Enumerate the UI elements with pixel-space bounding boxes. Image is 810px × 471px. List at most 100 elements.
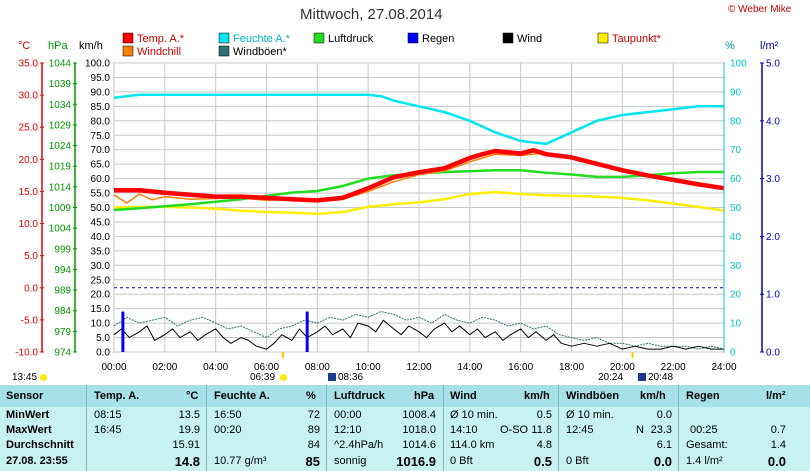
gust-r4-label: 0 Bft — [566, 455, 589, 467]
header-gust: Windböen — [566, 390, 620, 402]
gust-r2-direction: N — [636, 424, 644, 436]
temp-tick-label: -10.0 — [15, 348, 38, 359]
legend-swatch — [218, 45, 230, 57]
x-tick-label: 24:00 — [711, 362, 736, 373]
temp-max: 19.9 — [178, 424, 200, 436]
moonrise-time: 08:36 — [338, 372, 364, 383]
wind-tick-label: 90.0 — [91, 87, 111, 98]
wind-tick-label: 10.0 — [91, 319, 111, 330]
rain-current: 0.0 — [767, 454, 786, 469]
pressure-tick-label: 1014 — [49, 182, 72, 193]
header-pressure: Luftdruck — [334, 390, 385, 402]
pressure-tick-label: 1009 — [49, 203, 72, 214]
legend-item: Windböen* — [233, 46, 288, 58]
legend-item: Windchill — [137, 46, 181, 58]
rain-tick-label: 3.0 — [766, 174, 780, 185]
pressure-tick-label: 1019 — [49, 162, 72, 173]
header-sensor: Sensor — [6, 390, 44, 402]
temp-tick-label: 30.0 — [19, 91, 39, 102]
legend-swatch — [313, 32, 325, 44]
press-max-time: 12:10 — [334, 424, 362, 436]
wind-tick-label: 40.0 — [91, 232, 111, 243]
weather-chart: 100.095.090.085.080.075.070.065.060.055.… — [15, 32, 780, 373]
rain-r3-label: Gesamt: — [686, 439, 728, 451]
x-tick-label: 20:00 — [610, 362, 635, 373]
temp-tick-label: 35.0 — [19, 59, 39, 70]
x-tick-label: 16:00 — [508, 362, 533, 373]
press-forecast: sonnig — [334, 455, 367, 467]
legend-item: Taupunkt* — [612, 33, 662, 45]
sun-icon — [40, 374, 47, 381]
gust-r1-label: Ø 10 min. — [566, 409, 614, 421]
row-current-label: 27.08. 23:55 — [6, 455, 68, 467]
legend-swatch — [407, 32, 419, 44]
humidity-tick-label: 60 — [730, 174, 742, 185]
press-trend: ^2.4hPa/h — [334, 439, 384, 451]
rain-bar — [121, 311, 125, 352]
hum-avg: 84 — [307, 439, 320, 451]
temp-min: 13.5 — [178, 409, 200, 421]
hum-current: 85 — [305, 454, 320, 469]
row-avg-label: Durchschnitt — [6, 439, 74, 451]
gust-r2-label: 12:45 — [566, 424, 594, 436]
legend-swatch — [122, 32, 134, 44]
legend-item: Temp. A.* — [137, 33, 185, 45]
header-temp-unit: °C — [186, 390, 199, 402]
x-tick-label: 02:00 — [152, 362, 177, 373]
series-line — [114, 148, 725, 203]
x-tick-label: 10:00 — [356, 362, 381, 373]
wind-r3: 4.8 — [536, 439, 552, 451]
gust-r1: 0.0 — [656, 409, 672, 421]
header-temp: Temp. A. — [94, 390, 140, 402]
humidity-tick-label: 10 — [730, 319, 742, 330]
rain-r4-label: 1.4 l/m² — [686, 455, 723, 467]
wind-axis-unit: km/h — [79, 40, 103, 52]
pressure-tick-label: 1044 — [49, 59, 72, 70]
rain-tick-label: 1.0 — [766, 290, 780, 301]
legend-swatch — [218, 32, 230, 44]
rain-tick-label: 4.0 — [766, 116, 780, 127]
humidity-tick-label: 50 — [730, 203, 742, 214]
wind-tick-label: 20.0 — [91, 290, 111, 301]
x-tick-label: 06:00 — [254, 362, 279, 373]
temp-min-time: 08:15 — [94, 409, 122, 421]
wind-tick-label: 85.0 — [91, 102, 111, 113]
hum-max: 89 — [307, 424, 320, 436]
wind-tick-label: 55.0 — [91, 189, 111, 200]
press-min: 1008.4 — [402, 409, 436, 421]
x-tick-label: 14:00 — [457, 362, 482, 373]
x-tick-label: 04:00 — [203, 362, 228, 373]
moonset-time: 20:48 — [648, 372, 674, 383]
gust-current: 0.0 — [653, 454, 672, 469]
pressure-tick-label: 1004 — [49, 224, 72, 235]
credit-text: © Weber Mike — [728, 4, 792, 15]
header-wind-unit: km/h — [524, 390, 550, 402]
chart-title: Mittwoch, 27.08.2014 — [300, 6, 443, 23]
rain-r2-label: 00:25 — [690, 424, 718, 436]
wind-r4-label: 0 Bft — [450, 455, 473, 467]
x-tick-label: 08:00 — [305, 362, 330, 373]
pressure-tick-label: 999 — [54, 244, 71, 255]
sun-icon — [280, 374, 287, 381]
temp-tick-label: 0.0 — [24, 283, 38, 294]
pressure-tick-label: 1029 — [49, 120, 72, 131]
pressure-tick-label: 974 — [54, 348, 71, 359]
press-min-time: 00:00 — [334, 409, 362, 421]
temp-tick-label: 5.0 — [24, 251, 38, 262]
legend-swatch — [502, 32, 514, 44]
press-max: 1018.0 — [402, 424, 436, 436]
stats-header-row — [0, 385, 810, 407]
wind-tick-label: 65.0 — [91, 160, 111, 171]
wind-tick-label: 30.0 — [91, 261, 111, 272]
wind-r2-label: 14:10 — [450, 424, 478, 436]
rain-r2: 0.7 — [770, 424, 786, 436]
sunrise-time: 06:39 — [250, 372, 276, 383]
x-tick-label: 22:00 — [661, 362, 686, 373]
moon-icon — [638, 373, 646, 381]
pressure-tick-label: 1039 — [49, 79, 72, 90]
wind-current: 0.5 — [533, 454, 552, 469]
humidity-tick-label: 0 — [730, 348, 736, 359]
pressure-tick-label: 1034 — [49, 100, 72, 111]
wind-tick-label: 95.0 — [91, 73, 111, 84]
press-avg: 1014.6 — [402, 439, 436, 451]
